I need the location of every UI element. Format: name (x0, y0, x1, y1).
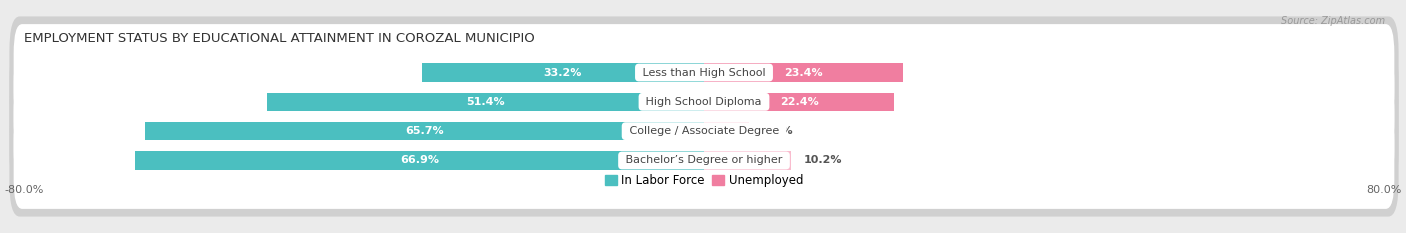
FancyBboxPatch shape (14, 112, 1395, 209)
Text: 33.2%: 33.2% (544, 68, 582, 78)
Text: 5.3%: 5.3% (762, 126, 793, 136)
FancyBboxPatch shape (14, 24, 1395, 121)
Bar (704, 151, 790, 170)
Text: 23.4%: 23.4% (785, 68, 823, 78)
FancyBboxPatch shape (10, 17, 1399, 129)
Text: High School Diploma: High School Diploma (643, 97, 765, 107)
FancyBboxPatch shape (14, 53, 1395, 150)
FancyBboxPatch shape (10, 75, 1399, 187)
Text: College / Associate Degree: College / Associate Degree (626, 126, 782, 136)
Text: Source: ZipAtlas.com: Source: ZipAtlas.com (1281, 16, 1385, 26)
Bar (704, 93, 894, 111)
Text: Bachelor’s Degree or higher: Bachelor’s Degree or higher (621, 155, 786, 165)
Bar (135, 151, 704, 170)
Text: 65.7%: 65.7% (405, 126, 444, 136)
Text: 66.9%: 66.9% (401, 155, 439, 165)
FancyBboxPatch shape (10, 46, 1399, 158)
Text: Less than High School: Less than High School (638, 68, 769, 78)
Text: EMPLOYMENT STATUS BY EDUCATIONAL ATTAINMENT IN COROZAL MUNICIPIO: EMPLOYMENT STATUS BY EDUCATIONAL ATTAINM… (24, 32, 534, 45)
Bar (145, 122, 704, 140)
Text: 22.4%: 22.4% (780, 97, 818, 107)
Legend: In Labor Force, Unemployed: In Labor Force, Unemployed (605, 174, 803, 187)
Bar (267, 93, 704, 111)
Text: 51.4%: 51.4% (467, 97, 505, 107)
Bar (704, 63, 903, 82)
FancyBboxPatch shape (14, 83, 1395, 180)
Bar (422, 63, 704, 82)
Text: 10.2%: 10.2% (803, 155, 842, 165)
Bar (704, 122, 749, 140)
FancyBboxPatch shape (10, 104, 1399, 216)
